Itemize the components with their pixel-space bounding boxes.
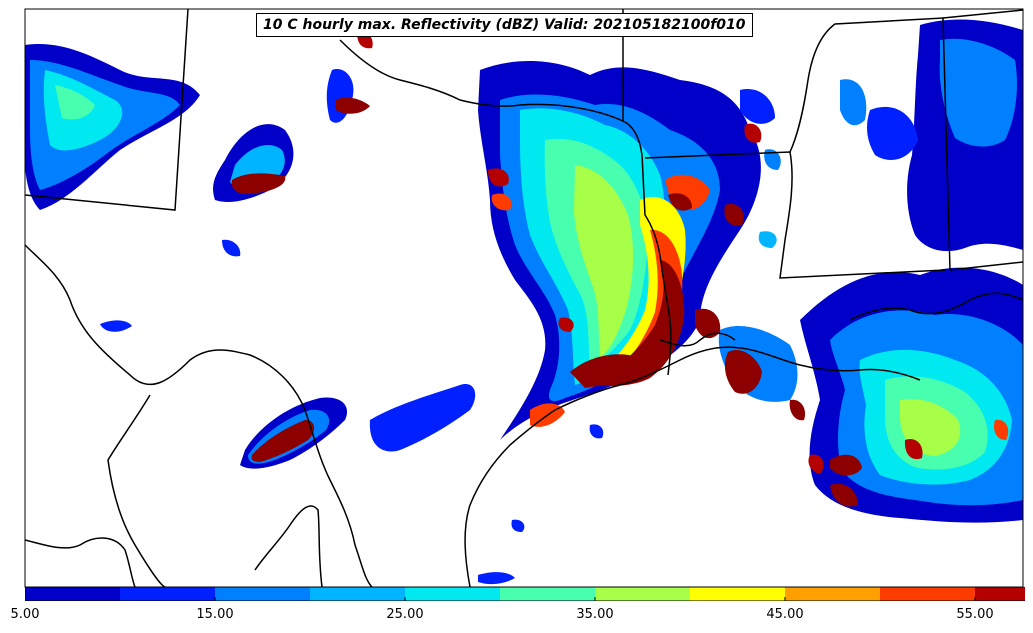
colorbar-segment	[595, 587, 691, 601]
colorbar-segment	[500, 587, 596, 601]
colorbar-segment	[405, 587, 501, 601]
colorbar-tick-label: 35.00	[576, 607, 614, 622]
reflectivity-field-southeast	[695, 267, 1023, 523]
colorbar-segment	[120, 587, 216, 601]
reflectivity-field-main-line	[478, 60, 761, 441]
colorbar-segment	[25, 587, 121, 601]
colorbar	[25, 587, 1025, 601]
reflectivity-field-central-north	[100, 29, 373, 332]
colorbar-tick-label: 45.00	[766, 607, 804, 622]
reflectivity-field-northeast	[724, 19, 1023, 252]
colorbar-tick-label: 5.00	[10, 607, 40, 622]
reflectivity-field-northwest	[25, 44, 200, 210]
colorbar-tick-label: 25.00	[386, 607, 424, 622]
colorbar-segment	[785, 587, 881, 601]
colorbar-segment	[975, 587, 1025, 601]
colorbar-tick-label: 55.00	[956, 607, 994, 622]
colorbar-segment	[310, 587, 406, 601]
map-title-text: 10 C hourly max. Reflectivity (dBZ) Vali…	[263, 17, 746, 33]
colorbar-segment	[880, 587, 976, 601]
colorbar-segment	[215, 587, 311, 601]
colorbar-segment	[690, 587, 786, 601]
map-title: 10 C hourly max. Reflectivity (dBZ) Vali…	[256, 13, 753, 37]
colorbar-tick-label: 15.00	[196, 607, 234, 622]
